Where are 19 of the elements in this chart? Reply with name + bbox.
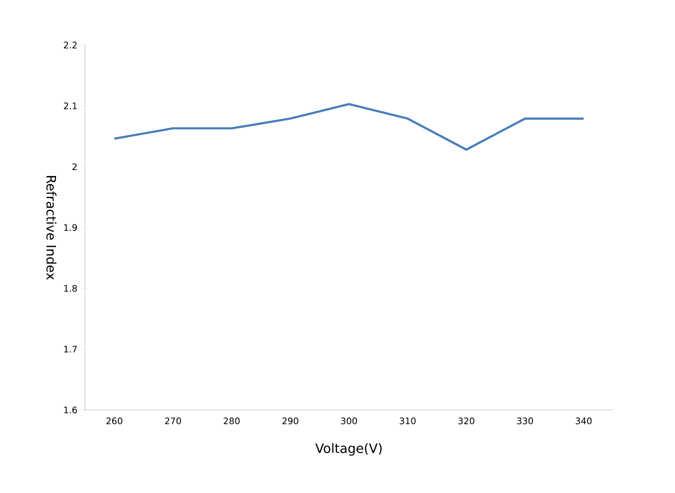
y-tick-label: 1.9 [64, 224, 77, 231]
y-tick-label: 2.2 [64, 42, 77, 48]
y-tick-label: 1.6 [64, 406, 77, 414]
x-tick-label: 330 [517, 418, 533, 424]
y-tick-label: 1.8 [64, 284, 77, 292]
x-tick-label: 320 [458, 418, 474, 424]
x-tick-label: 270 [165, 418, 181, 424]
x-tick-label: 290 [282, 418, 298, 424]
y-axis-title: Refractive Index [46, 176, 56, 280]
y-tick-label: 2.1 [64, 102, 77, 110]
y-tick-label: 2 [72, 163, 77, 170]
line-series [113, 102, 585, 151]
x-tick-label: 300 [341, 418, 357, 424]
x-tick-label: 310 [400, 418, 416, 424]
x-tick-label: 260 [106, 418, 122, 424]
y-tick-label: 1.7 [64, 346, 77, 352]
x-tick-label: 340 [576, 418, 592, 424]
x-axis-title: Voltage(V) [315, 443, 382, 456]
x-tick-label: 280 [224, 418, 240, 424]
